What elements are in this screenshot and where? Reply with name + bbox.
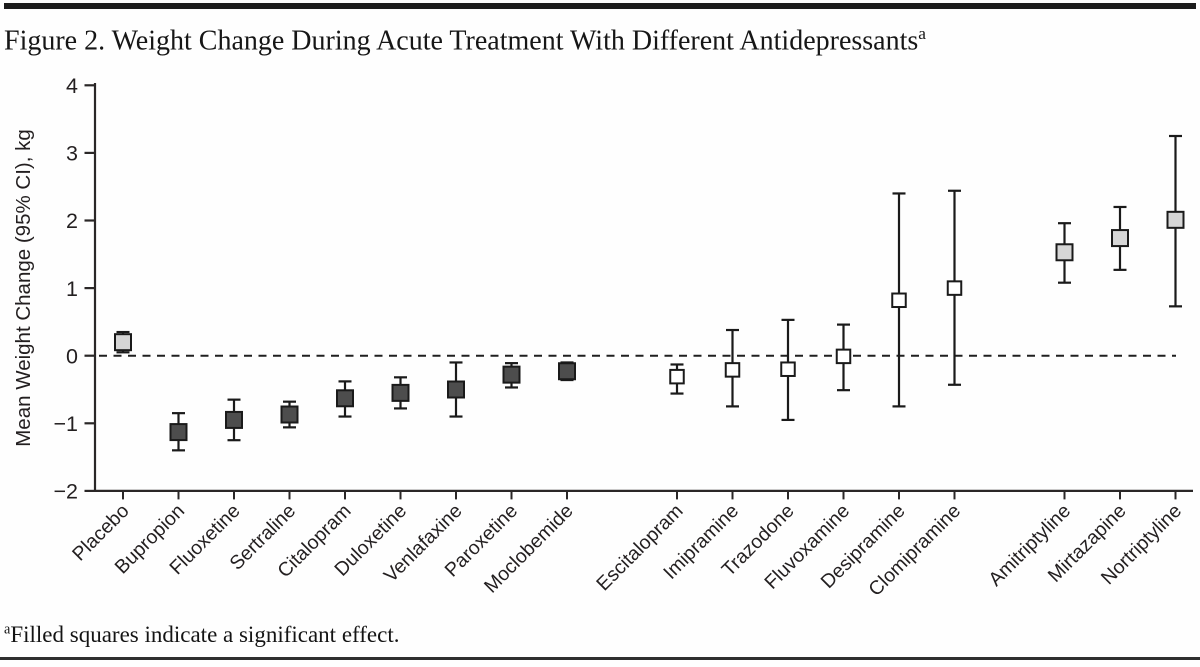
marker-square-light — [1111, 229, 1129, 248]
forest-plot-canvas: PlaceboBupropionFluoxetineSertralineCita… — [12, 74, 1193, 601]
data-point-escitalopram — [669, 363, 685, 395]
data-point-venlafaxine — [447, 361, 465, 418]
data-point-fluoxetine — [225, 398, 243, 442]
data-point-amitriptyline — [1055, 222, 1074, 284]
data-point-duloxetine — [391, 376, 410, 410]
y-tick-label: 4 — [66, 74, 78, 98]
marker-square-open — [669, 368, 685, 385]
bottom-rule — [0, 657, 1200, 660]
y-tick-label: −1 — [53, 412, 78, 436]
data-point-trazodone — [780, 318, 796, 422]
data-point-mirtazapine — [1111, 205, 1129, 271]
marker-square-light — [1166, 210, 1185, 229]
forest-plot: Placebo Bupropion Fluoxetine Sertraline Cita… — [12, 74, 1193, 601]
marker-square-dark — [447, 380, 465, 399]
marker-square-open — [891, 292, 907, 309]
marker-square-dark — [558, 362, 576, 381]
footnote-superscript: a — [4, 621, 11, 638]
data-point-placebo — [114, 330, 132, 354]
figure-title: Figure 2. Weight Change During Acute Tre… — [4, 24, 926, 57]
marker-square-light — [114, 333, 132, 352]
data-point-citalopram — [336, 380, 354, 418]
figure-title-superscript: a — [918, 24, 926, 43]
data-point-sertraline — [280, 400, 299, 429]
data-point-paroxetine — [502, 362, 521, 389]
marker-square-dark — [336, 389, 354, 408]
marker-square-dark — [225, 410, 243, 429]
marker-square-dark — [391, 383, 410, 402]
data-point-moclobemide — [558, 361, 576, 382]
marker-square-open — [724, 362, 741, 378]
top-rule — [4, 3, 1196, 9]
data-point-bupropion — [169, 412, 188, 452]
marker-square-light — [1055, 243, 1074, 262]
footnote-text: Filled squares indicate a significant ef… — [10, 622, 400, 647]
data-point-imipramine — [724, 328, 741, 408]
y-tick-label: 0 — [66, 344, 78, 368]
y-tick-label: 3 — [66, 142, 78, 166]
marker-square-open — [780, 361, 796, 377]
marker-square-open — [835, 348, 852, 365]
marker-square-dark — [169, 423, 188, 442]
data-point-clomipramine — [946, 189, 963, 386]
data-point-desipramine — [891, 192, 907, 408]
figure-title-text: Figure 2. Weight Change During Acute Tre… — [4, 25, 919, 57]
footnote: aFilled squares indicate a significant e… — [4, 621, 400, 649]
y-tick-label: −2 — [53, 480, 78, 504]
data-point-nortriptyline — [1166, 134, 1185, 308]
marker-square-open — [946, 280, 963, 296]
data-point-fluvoxamine — [835, 323, 852, 392]
marker-square-dark — [280, 405, 299, 424]
y-tick-label: 1 — [66, 277, 78, 301]
y-axis-title: Mean Weight Change (95% CI), kg — [12, 129, 35, 447]
y-tick-label: 2 — [66, 209, 78, 233]
marker-square-dark — [502, 365, 521, 384]
